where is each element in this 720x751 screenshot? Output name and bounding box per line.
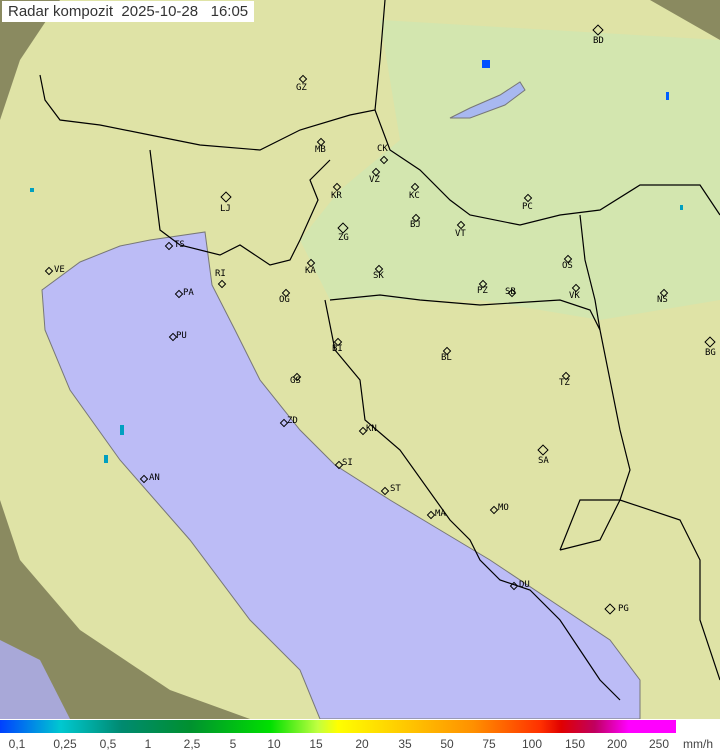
city-label: VZ	[369, 175, 380, 185]
city-label: SA	[538, 456, 549, 466]
legend-tick: 0,1	[8, 737, 26, 751]
city-label: VT	[455, 229, 466, 239]
legend-tick: 50	[440, 737, 454, 751]
legend-tick: 1	[144, 737, 152, 751]
city-label: OG	[279, 295, 290, 305]
city-label: TS	[174, 240, 185, 250]
radar-map[interactable]	[0, 0, 720, 719]
city-label: VE	[54, 265, 65, 275]
city-label: PU	[176, 331, 187, 341]
city-label: AN	[149, 473, 160, 483]
lowland	[300, 20, 720, 320]
sea-southwest	[0, 640, 70, 719]
city-label: GS	[290, 376, 301, 386]
legend-tick: 5	[229, 737, 237, 751]
city-label: KC	[409, 191, 420, 201]
city-label: SI	[342, 458, 353, 468]
city-label: GZ	[296, 83, 307, 93]
city-label: PG	[618, 604, 629, 614]
city-label: KR	[331, 191, 342, 201]
radar-echoes	[30, 60, 683, 463]
city-label: RI	[215, 269, 226, 279]
legend-tick: 35	[398, 737, 412, 751]
city-label: OS	[562, 261, 573, 271]
legend-tick: 10	[267, 737, 281, 751]
legend-tick: 200	[606, 737, 628, 751]
lake-balaton	[449, 81, 526, 119]
precipitation-legend-bar	[0, 720, 676, 733]
city-label: BL	[441, 353, 452, 363]
legend-tick: 100	[521, 737, 543, 751]
city-label: MB	[315, 145, 326, 155]
sea	[41, 231, 641, 719]
legend-tick: 150	[564, 737, 586, 751]
legend-tick: 20	[355, 737, 369, 751]
city-label: PZ	[477, 286, 488, 296]
city-label: TZ	[559, 378, 570, 388]
city-label: SB	[505, 287, 516, 297]
city-label: KN	[366, 424, 377, 434]
legend-tick: 2,5	[183, 737, 201, 751]
city-label: DU	[519, 580, 530, 590]
city-label: BI	[332, 344, 343, 354]
city-label: ZD	[287, 416, 298, 426]
legend-unit: mm/h	[683, 737, 713, 751]
city-label: LJ	[220, 204, 231, 214]
legend-tick: 75	[482, 737, 496, 751]
city-label: KA	[305, 266, 316, 276]
city-label: ST	[390, 484, 401, 494]
city-label: CK	[377, 144, 388, 154]
map-title: Radar kompozit 2025-10-28 16:05	[2, 1, 255, 22]
legend-tick: 250	[648, 737, 670, 751]
country-borders	[39, 0, 720, 701]
legend-tick: 0,25	[53, 737, 77, 751]
city-label: PA	[183, 288, 194, 298]
legend-tick: 0,5	[99, 737, 117, 751]
city-label: ZG	[338, 233, 349, 243]
city-label: NS	[657, 295, 668, 305]
city-label: BJ	[410, 220, 421, 230]
city-label: BD	[593, 36, 604, 46]
city-label: BG	[705, 348, 716, 358]
legend-tick: 15	[309, 737, 323, 751]
city-label: MO	[498, 503, 509, 513]
city-label: PC	[522, 202, 533, 212]
city-label: MA	[435, 509, 446, 519]
city-label: VK	[569, 291, 580, 301]
city-label: SK	[373, 271, 384, 281]
